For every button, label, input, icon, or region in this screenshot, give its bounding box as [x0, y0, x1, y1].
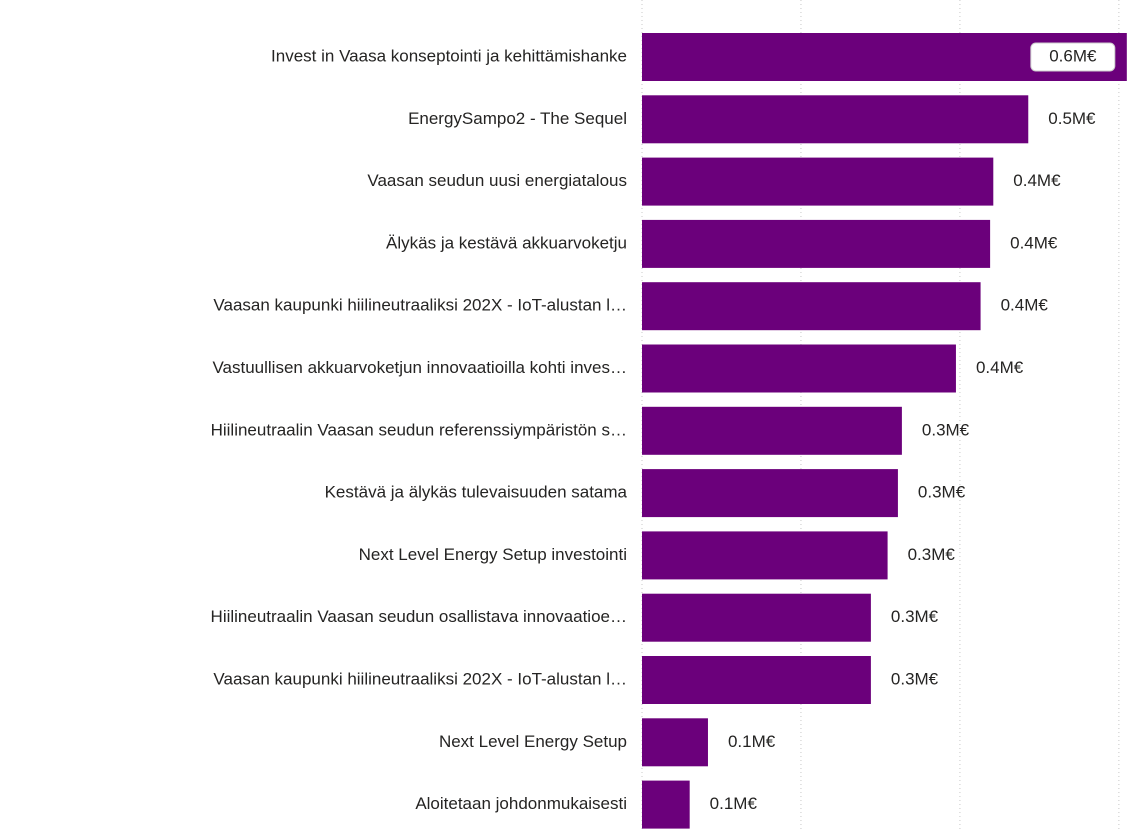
value-label: 0.3M€	[891, 607, 939, 626]
value-label: 0.3M€	[922, 420, 970, 439]
bar	[642, 157, 994, 206]
category-label: Vaasan kaupunki hiilineutraaliksi 202X -…	[213, 669, 627, 688]
value-label: 0.4M€	[1010, 233, 1058, 252]
category-label: Kestävä ja älykäs tulevaisuuden satama	[325, 483, 628, 502]
value-label: 0.1M€	[728, 732, 776, 751]
value-label: 0.3M€	[908, 545, 956, 564]
bar	[642, 219, 991, 268]
value-label: 0.3M€	[918, 483, 966, 502]
category-label: Älykäs ja kestävä akkuarvoketju	[386, 233, 627, 252]
value-label: 0.1M€	[710, 794, 758, 813]
bar	[642, 469, 898, 518]
value-label-box	[1030, 42, 1116, 72]
category-label: Hiilineutraalin Vaasan seudun osallistav…	[211, 607, 627, 626]
bar	[642, 780, 690, 829]
bar	[642, 531, 888, 580]
category-label: Hiilineutraalin Vaasan seudun referenssi…	[211, 420, 627, 439]
bar	[642, 406, 902, 455]
category-label: Invest in Vaasa konseptointi ja kehittäm…	[271, 46, 627, 65]
category-label: Next Level Energy Setup	[439, 732, 627, 751]
category-label: Aloitetaan johdonmukaisesti	[415, 794, 627, 813]
value-label: 0.3M€	[891, 669, 939, 688]
category-label: Vaasan kaupunki hiilineutraaliksi 202X -…	[213, 296, 627, 315]
value-label: 0.6M€	[1049, 46, 1097, 65]
bar	[642, 282, 981, 331]
category-label: Next Level Energy Setup investointi	[359, 545, 627, 564]
bar	[642, 593, 871, 642]
bar	[642, 344, 956, 393]
value-label: 0.4M€	[976, 358, 1024, 377]
value-label: 0.4M€	[1001, 296, 1049, 315]
bar	[642, 718, 708, 767]
category-label: Vastuullisen akkuarvoketjun innovaatioil…	[212, 358, 627, 377]
value-label: 0.4M€	[1013, 171, 1061, 190]
bar	[642, 656, 871, 704]
value-label: 0.5M€	[1048, 109, 1096, 128]
category-label: Vaasan seudun uusi energiatalous	[367, 171, 627, 190]
bar	[642, 95, 1029, 144]
category-label: EnergySampo2 - The Sequel	[408, 109, 627, 128]
